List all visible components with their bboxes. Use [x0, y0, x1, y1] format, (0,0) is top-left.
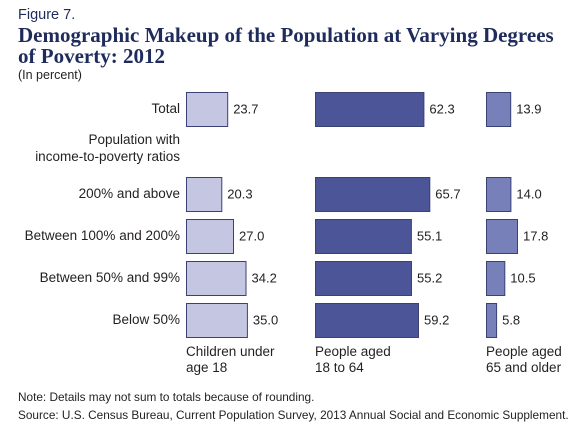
bar-series: 23.7 20.3 27.0 34.2 35.0 [186, 92, 278, 338]
value-label: 23.7 [233, 102, 258, 117]
chart-title: Demographic Makeup of the Population at … [18, 23, 554, 68]
row-label: 200% and above [78, 186, 180, 201]
footnote: Note: Details may not sum to totals beca… [18, 390, 315, 404]
bar [486, 92, 512, 127]
row-group-label-line: Population with [88, 132, 180, 147]
value-label: 27.0 [239, 229, 264, 244]
value-label: 62.3 [429, 102, 454, 117]
bar [486, 177, 512, 212]
series-label: People aged 18 to 64 [315, 344, 391, 375]
row-group-label: Population with income-to-poverty ratios [0, 131, 180, 165]
value-label: 13.9 [516, 102, 541, 117]
bar [315, 303, 419, 338]
bar [315, 177, 431, 212]
bar-series: 62.3 65.7 55.1 55.2 59.2 [315, 92, 461, 338]
value-label: 55.1 [417, 229, 442, 244]
bar [486, 303, 498, 338]
value-label: 20.3 [227, 187, 252, 202]
bar [315, 219, 412, 254]
value-label: 5.8 [502, 313, 520, 328]
bar [315, 92, 425, 127]
bar [186, 219, 234, 254]
bar [486, 219, 518, 254]
series-label: Children under age 18 [186, 344, 275, 375]
bar [186, 92, 229, 127]
value-label: 34.2 [252, 271, 277, 286]
row-label: Between 50% and 99% [39, 270, 180, 285]
value-label: 59.2 [424, 313, 449, 328]
bar [315, 261, 412, 296]
series-label: People aged 65 and older [486, 344, 562, 375]
source-note: Source: U.S. Census Bureau, Current Popu… [18, 408, 569, 422]
figure-number: Figure 7. [18, 7, 76, 23]
row-group-label-line: income-to-poverty ratios [35, 149, 180, 164]
value-label: 65.7 [435, 187, 460, 202]
value-label: 14.0 [516, 187, 541, 202]
value-label: 17.8 [523, 229, 548, 244]
value-label: 55.2 [417, 271, 442, 286]
bar-series: 13.9 14.0 17.8 10.5 5.8 [486, 92, 548, 338]
bar [486, 261, 506, 296]
bar [186, 261, 247, 296]
bar [186, 303, 248, 338]
bar [186, 177, 223, 212]
row-label: Total [151, 101, 180, 116]
row-label: Below 50% [112, 312, 180, 327]
unit-note: (In percent) [18, 68, 82, 82]
value-label: 35.0 [253, 313, 278, 328]
row-label: Between 100% and 200% [24, 228, 180, 243]
value-label: 10.5 [510, 271, 535, 286]
